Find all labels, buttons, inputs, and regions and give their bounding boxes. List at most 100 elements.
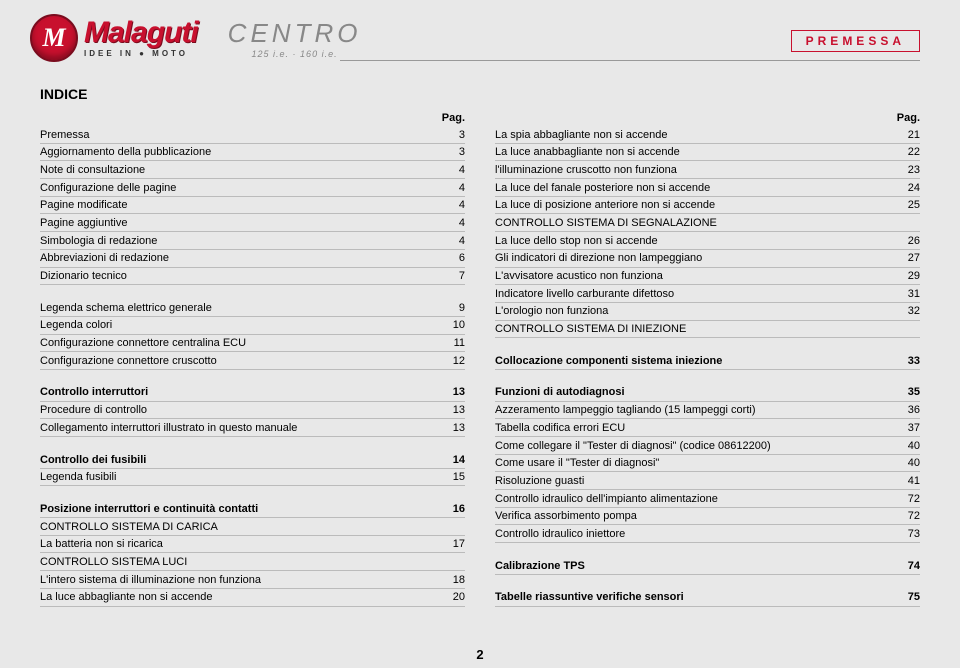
toc-row: La luce di posizione anteriore non si ac… bbox=[495, 197, 920, 215]
toc-spacer bbox=[40, 437, 465, 451]
toc-row-label: Legenda colori bbox=[40, 319, 441, 332]
toc-spacer bbox=[40, 370, 465, 384]
toc-row-label: Risoluzione guasti bbox=[495, 475, 896, 488]
toc-row: Posizione interruttori e continuità cont… bbox=[40, 500, 465, 518]
toc-row-page: 29 bbox=[896, 270, 920, 283]
toc-columns: Pag. Premessa3Aggiornamento della pubbli… bbox=[0, 112, 960, 607]
toc-row: L'avvisatore acustico non funziona29 bbox=[495, 268, 920, 286]
toc-row: Come usare il "Tester di diagnosi"40 bbox=[495, 455, 920, 473]
toc-row-label: Tabelle riassuntive verifiche sensori bbox=[495, 591, 896, 604]
toc-row-label: Funzioni di autodiagnosi bbox=[495, 386, 896, 399]
toc-row-page: 40 bbox=[896, 457, 920, 470]
toc-row-page: 41 bbox=[896, 475, 920, 488]
toc-row-page: 9 bbox=[441, 302, 465, 315]
toc-row-page: 22 bbox=[896, 146, 920, 159]
brand-logo-circle: M bbox=[30, 14, 78, 62]
toc-row-page: 35 bbox=[896, 386, 920, 399]
toc-row-page: 16 bbox=[441, 503, 465, 516]
toc-row: Collegamento interruttori illustrato in … bbox=[40, 419, 465, 437]
page-title: INDICE bbox=[40, 86, 960, 102]
toc-row: Configurazione connettore centralina ECU… bbox=[40, 335, 465, 353]
toc-row-page: 24 bbox=[896, 182, 920, 195]
toc-row-page: 25 bbox=[896, 199, 920, 212]
toc-row-label: La luce anabbagliante non si accende bbox=[495, 146, 896, 159]
toc-row-label: Controllo idraulico dell'impianto alimen… bbox=[495, 493, 896, 506]
toc-row-label: La luce di posizione anteriore non si ac… bbox=[495, 199, 896, 212]
model-name: CENTRO bbox=[228, 18, 362, 49]
brand-logo-letter: M bbox=[42, 23, 65, 53]
toc-row-page: 18 bbox=[441, 574, 465, 587]
page-number: 2 bbox=[476, 647, 483, 662]
toc-row-page: 75 bbox=[896, 591, 920, 604]
toc-row-page: 26 bbox=[896, 235, 920, 248]
toc-row-page: 4 bbox=[441, 235, 465, 248]
toc-row-label: Legenda schema elettrico generale bbox=[40, 302, 441, 315]
toc-row-label: La batteria non si ricarica bbox=[40, 538, 441, 551]
toc-row-label: Posizione interruttori e continuità cont… bbox=[40, 503, 441, 516]
toc-row: Controllo dei fusibili14 bbox=[40, 451, 465, 469]
toc-row: Procedure di controllo13 bbox=[40, 402, 465, 420]
toc-row: Come collegare il "Tester di diagnosi" (… bbox=[495, 437, 920, 455]
toc-row: Legenda fusibili15 bbox=[40, 469, 465, 487]
toc-right-column: Pag. La spia abbagliante non si accende2… bbox=[495, 112, 920, 607]
toc-row-page: 13 bbox=[441, 386, 465, 399]
toc-row: Legenda colori10 bbox=[40, 317, 465, 335]
toc-row-page: 31 bbox=[896, 288, 920, 301]
toc-row-label: Collegamento interruttori illustrato in … bbox=[40, 422, 441, 435]
toc-row-page: 4 bbox=[441, 182, 465, 195]
model-block: CENTRO 125 i.e. · 160 i.e. bbox=[228, 18, 362, 59]
toc-row-page: 33 bbox=[896, 355, 920, 368]
toc-row-label: CONTROLLO SISTEMA DI SEGNALAZIONE bbox=[495, 217, 896, 230]
toc-row-label: La luce del fanale posteriore non si acc… bbox=[495, 182, 896, 195]
toc-row: Pagine modificate4 bbox=[40, 197, 465, 215]
toc-row-page: 7 bbox=[441, 270, 465, 283]
toc-spacer bbox=[40, 486, 465, 500]
toc-row-label: Controllo interruttori bbox=[40, 386, 441, 399]
toc-row: La luce anabbagliante non si accende22 bbox=[495, 144, 920, 162]
toc-spacer bbox=[495, 543, 920, 557]
toc-row: Configurazione delle pagine4 bbox=[40, 179, 465, 197]
toc-row: L'orologio non funziona32 bbox=[495, 303, 920, 321]
toc-row-label: Premessa bbox=[40, 129, 441, 142]
toc-row: Controllo idraulico dell'impianto alimen… bbox=[495, 490, 920, 508]
toc-row: Controllo interruttori13 bbox=[40, 384, 465, 402]
toc-row-label: La luce abbagliante non si accende bbox=[40, 591, 441, 604]
page-header: M Malaguti IDEE IN ● MOTO CENTRO 125 i.e… bbox=[0, 0, 960, 68]
toc-row-label: Come usare il "Tester di diagnosi" bbox=[495, 457, 896, 470]
toc-row-label: Tabella codifica errori ECU bbox=[495, 422, 896, 435]
brand-name: Malaguti bbox=[84, 18, 198, 48]
section-label: PREMESSA bbox=[791, 30, 920, 52]
toc-row-page: 72 bbox=[896, 510, 920, 523]
toc-row-page: 3 bbox=[441, 129, 465, 142]
toc-row: l'illuminazione cruscotto non funziona23 bbox=[495, 161, 920, 179]
toc-row: CONTROLLO SISTEMA LUCI bbox=[40, 553, 465, 571]
toc-row: Funzioni di autodiagnosi35 bbox=[495, 384, 920, 402]
toc-row: Note di consultazione4 bbox=[40, 161, 465, 179]
brand-text: Malaguti IDEE IN ● MOTO bbox=[84, 18, 198, 58]
toc-row: Calibrazione TPS74 bbox=[495, 557, 920, 575]
pag-header-right: Pag. bbox=[495, 112, 920, 124]
toc-row-page: 74 bbox=[896, 560, 920, 573]
toc-row-label: Configurazione connettore centralina ECU bbox=[40, 337, 441, 350]
toc-row: Collocazione componenti sistema iniezion… bbox=[495, 352, 920, 370]
toc-row-label: Verifica assorbimento pompa bbox=[495, 510, 896, 523]
toc-row-page: 15 bbox=[441, 471, 465, 484]
toc-row-page: 10 bbox=[441, 319, 465, 332]
toc-row-page: 37 bbox=[896, 422, 920, 435]
toc-row-label: Calibrazione TPS bbox=[495, 560, 896, 573]
toc-row: La luce del fanale posteriore non si acc… bbox=[495, 179, 920, 197]
toc-row-page: 13 bbox=[441, 404, 465, 417]
toc-row-label: CONTROLLO SISTEMA LUCI bbox=[40, 556, 441, 569]
toc-row-label: Indicatore livello carburante difettoso bbox=[495, 288, 896, 301]
toc-row: Legenda schema elettrico generale9 bbox=[40, 299, 465, 317]
toc-row-label: L'avvisatore acustico non funziona bbox=[495, 270, 896, 283]
toc-row-label: La spia abbagliante non si accende bbox=[495, 129, 896, 142]
toc-row-label: Collocazione componenti sistema iniezion… bbox=[495, 355, 896, 368]
toc-row: La luce abbagliante non si accende20 bbox=[40, 589, 465, 607]
toc-row-label: L'orologio non funziona bbox=[495, 305, 896, 318]
toc-row-label: Controllo idraulico iniettore bbox=[495, 528, 896, 541]
toc-row-page: 4 bbox=[441, 164, 465, 177]
toc-row-label: l'illuminazione cruscotto non funziona bbox=[495, 164, 896, 177]
model-sub: 125 i.e. · 160 i.e. bbox=[252, 49, 338, 59]
toc-row-page: 40 bbox=[896, 440, 920, 453]
